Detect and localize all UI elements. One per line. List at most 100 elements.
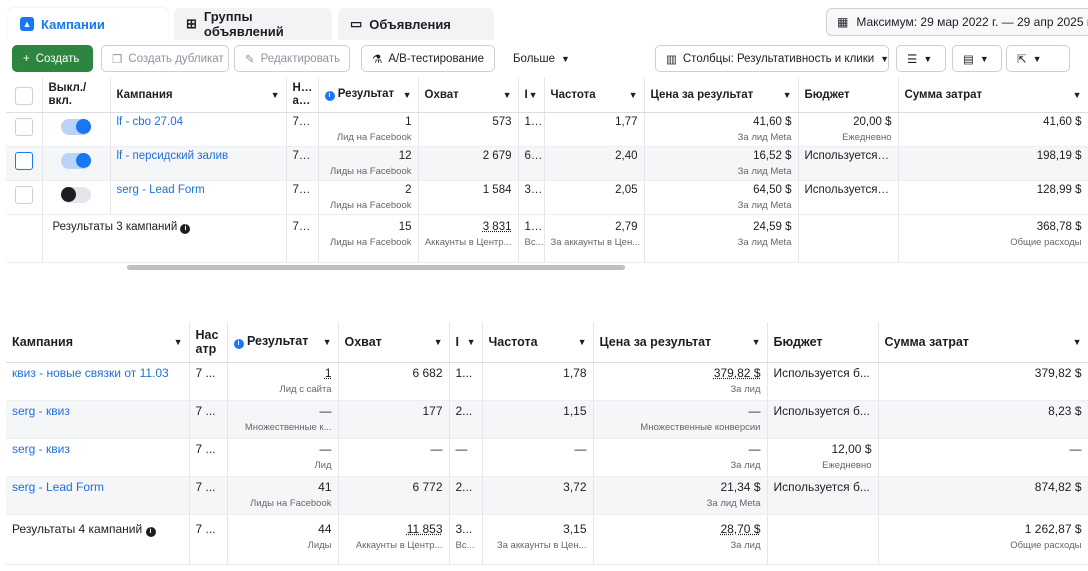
- cost-per-result: — За лид: [593, 438, 768, 477]
- frequency: —: [482, 438, 594, 477]
- col-reach[interactable]: Охват ▼: [338, 322, 450, 363]
- col-campaign[interactable]: Кампания ▼: [6, 322, 190, 363]
- ab-test-button[interactable]: ⚗ A/B-тестирование: [361, 45, 495, 72]
- col-budget[interactable]: Бюджет: [798, 78, 899, 113]
- col-spent[interactable]: Сумма затрат ▼: [898, 78, 1088, 113]
- export-button[interactable]: ⇱ ▼: [1006, 45, 1070, 72]
- cost-per-result: 41,60 $ За лид Meta: [644, 112, 799, 147]
- campaign-name[interactable]: lf - персидский залив: [110, 146, 287, 181]
- cpr-sub: За лид: [730, 383, 761, 395]
- col-delivery[interactable]: Нас атр: [286, 78, 319, 113]
- result-value: 12: [398, 149, 412, 162]
- impressions: —: [449, 438, 483, 477]
- budget: Используется б...: [798, 146, 899, 181]
- row-select[interactable]: [6, 180, 43, 215]
- cpr-sub: За лид Meta: [737, 199, 792, 211]
- col-label: I: [455, 334, 459, 349]
- reach-value: 3 831: [482, 220, 512, 233]
- col-impressions[interactable]: I ▼: [449, 322, 483, 363]
- col-result[interactable]: i Результат ▼: [227, 322, 339, 363]
- reach: 3 831 Аккаунты в Центр...: [418, 214, 519, 263]
- col-campaign[interactable]: Кампания ▼: [110, 78, 287, 113]
- budget: 20,00 $ Ежедневно: [798, 112, 899, 147]
- result-value: 2: [405, 183, 412, 196]
- result-sub: Лиды на Facebook: [330, 165, 412, 177]
- duplicate-button[interactable]: ❐ Создать дубликат: [101, 45, 229, 72]
- result: 15 Лиды на Facebook: [318, 214, 419, 263]
- spent: 379,82 $: [878, 362, 1088, 401]
- plus-icon: +: [23, 52, 30, 65]
- campaign-name[interactable]: serg - Lead Form: [6, 476, 190, 515]
- more-button[interactable]: Больше ▼: [502, 45, 572, 72]
- col-cost-per-result[interactable]: Цена за результат ▼: [644, 78, 799, 113]
- campaign-icon: ▲: [20, 17, 34, 31]
- reports-button[interactable]: ▤ ▼: [952, 45, 1002, 72]
- table-row[interactable]: serg - квиз 7 ... — Множественные к... 17…: [6, 400, 1088, 439]
- cost-per-result: 21,34 $ За лид Meta: [593, 476, 768, 515]
- cpr-sub: За лид Meta: [737, 236, 792, 248]
- row-select[interactable]: [6, 146, 43, 181]
- campaigns-table-top: Выкл./ вкл. Кампания ▼ Нас атр i Результа…: [6, 78, 1088, 263]
- row-toggle-cell[interactable]: [42, 180, 111, 215]
- tab-ads[interactable]: ▭ Объявления: [338, 8, 494, 40]
- select-all-header[interactable]: [6, 78, 43, 113]
- level-tabs: ▲ Кампании ⊞ Группы объявлений ▭ Объявле…: [8, 8, 494, 40]
- result-sub: Лиды на Facebook: [330, 199, 412, 211]
- budget: Используется б...: [767, 362, 879, 401]
- budget-sub: Ежедневно: [842, 131, 892, 143]
- col-spent[interactable]: Сумма затрат ▼: [878, 322, 1088, 363]
- col-cost-per-result[interactable]: Цена за результат ▼: [593, 322, 768, 363]
- reach: 573: [418, 112, 519, 147]
- campaign-toggle[interactable]: [61, 118, 91, 135]
- select-all-checkbox[interactable]: [14, 86, 33, 105]
- row-checkbox[interactable]: [14, 117, 33, 136]
- campaign-toggle[interactable]: [61, 186, 91, 203]
- result-sub: Лид на Facebook: [336, 131, 412, 143]
- col-budget[interactable]: Бюджет: [767, 322, 879, 363]
- budget: [798, 214, 899, 263]
- campaign-toggle[interactable]: [61, 152, 91, 169]
- col-frequency[interactable]: Частота ▼: [482, 322, 594, 363]
- cpr-sub: За лид Meta: [737, 165, 792, 177]
- cost-per-result: — Множественные конверсии: [593, 400, 768, 439]
- table-row[interactable]: квиз - новые связки от 11.03 7 ... 1 Лид …: [6, 362, 1088, 401]
- col-reach[interactable]: Охват ▼: [418, 78, 519, 113]
- row-checkbox[interactable]: [14, 185, 33, 204]
- edit-button[interactable]: ✎ Редактировать: [234, 45, 350, 72]
- campaign-name[interactable]: serg - квиз: [6, 400, 190, 439]
- table-row[interactable]: serg - квиз 7 ... — Лид — — — — За лид 12,…: [6, 438, 1088, 477]
- row-toggle-cell[interactable]: [42, 146, 111, 181]
- campaign-name[interactable]: serg - Lead Form: [110, 180, 287, 215]
- campaign-name[interactable]: квиз - новые связки от 11.03: [6, 362, 190, 401]
- frequency: 2,40: [544, 146, 645, 181]
- col-impressions[interactable]: I ▼: [518, 78, 545, 113]
- tab-campaigns[interactable]: ▲ Кампании: [8, 8, 168, 40]
- breakdown-icon: ☰: [907, 53, 918, 66]
- impressions: 1...: [449, 362, 483, 401]
- row-checkbox[interactable]: [14, 151, 33, 170]
- row-toggle-cell[interactable]: [42, 112, 111, 147]
- campaign-name[interactable]: lf - cbo 27.04: [110, 112, 287, 147]
- result-sub: Множественные к...: [244, 421, 332, 433]
- spent-sub: Общие расходы: [1010, 539, 1082, 551]
- col-result[interactable]: i Результат ▼: [318, 78, 419, 113]
- reach: 1 584: [418, 180, 519, 215]
- table-row[interactable]: serg - Lead Form 7 ... 41 Лиды на Faceboo…: [6, 476, 1088, 515]
- columns-button[interactable]: ▥ Столбцы: Результативность и клики ▼: [655, 45, 889, 72]
- freq-value: 2,79: [615, 220, 638, 233]
- breakdown-button[interactable]: ☰ ▼: [896, 45, 946, 72]
- create-button[interactable]: + Создать: [12, 45, 93, 72]
- col-frequency[interactable]: Частота ▼: [544, 78, 645, 113]
- row-select[interactable]: [6, 112, 43, 147]
- table-row[interactable]: lf - cbo 27.04 7 ... 1 Лид на Facebook 57…: [6, 112, 1088, 147]
- impr-sub: Вс...: [524, 236, 544, 248]
- tab-ad-sets[interactable]: ⊞ Группы объявлений: [174, 8, 332, 40]
- horizontal-scrollbar[interactable]: [127, 265, 625, 270]
- table-row[interactable]: serg - Lead Form 7 ... 2 Лиды на Facebook…: [6, 180, 1088, 215]
- result-sub: Лид: [314, 459, 332, 471]
- table-row[interactable]: lf - персидский залив 7 ... 12 Лиды на Fa…: [6, 146, 1088, 181]
- date-range-button[interactable]: ▦ Максимум: 29 мар 2022 г. — 29 апр 2025…: [826, 8, 1088, 36]
- reach: 2 679: [418, 146, 519, 181]
- col-delivery[interactable]: Нас атр: [189, 322, 228, 363]
- campaign-name[interactable]: serg - квиз: [6, 438, 190, 477]
